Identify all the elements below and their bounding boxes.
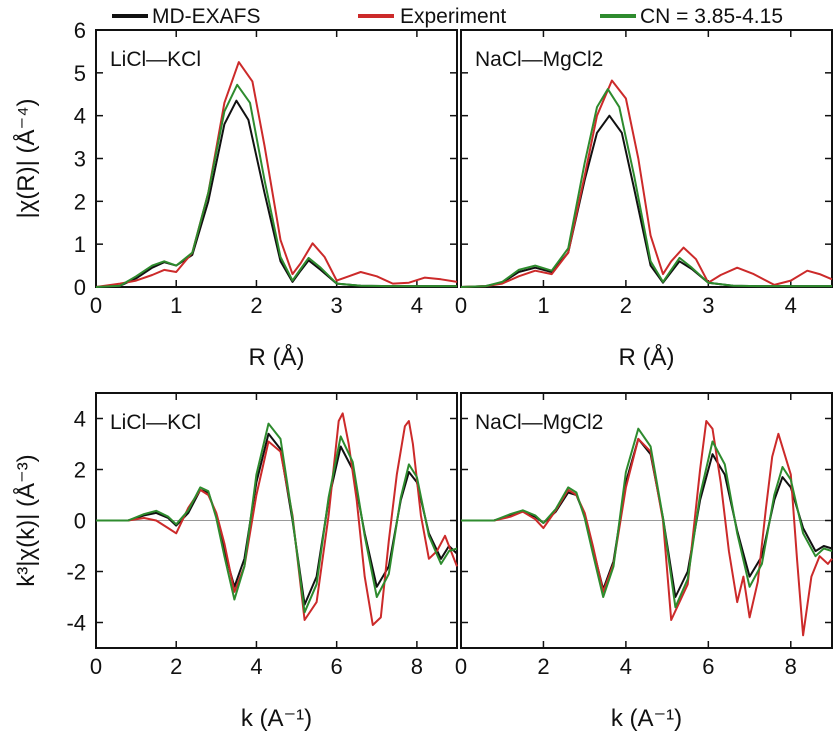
series-line-cn — [96, 422, 458, 614]
legend-label-md: MD-EXAFS — [152, 5, 261, 28]
x-tick-label: 2 — [537, 654, 549, 679]
series-line-md-exafs — [460, 114, 832, 288]
series-line-md-exafs — [95, 99, 457, 288]
x-tick-label: 1 — [170, 293, 182, 318]
y-tick-label: 4 — [74, 104, 86, 129]
panel-1: 0 1 2 3 4 0 1 2 3 4 5 6 LiCl—KCl R (Å) |χ(R)| (Å⁻⁴) — [12, 18, 458, 371]
x-tick-label: 8 — [785, 654, 797, 679]
y-tick-label: -4 — [66, 611, 86, 636]
series-line-experiment — [461, 420, 833, 637]
x-tick-label: 0 — [90, 293, 102, 318]
x-tick-label: 2 — [250, 293, 262, 318]
x-tick-label: 0 — [455, 654, 467, 679]
x-tick-label: 6 — [331, 654, 343, 679]
panel-label: NaCl—MgCl2 — [475, 411, 603, 434]
x-axis-title: R (Å) — [619, 343, 675, 371]
y-tick-label: 4 — [74, 407, 86, 432]
panel-label: LiCl—KCl — [110, 411, 201, 434]
x-tick-label: 8 — [411, 654, 423, 679]
y-tick-label: 0 — [74, 509, 86, 534]
x-tick-label: 4 — [620, 654, 632, 679]
y-tick-label: 0 — [74, 275, 86, 300]
panels: 0 1 2 3 4 0 1 2 3 4 5 6 LiCl—KCl R (Å) |χ(R)| (Å⁻⁴) 0 1 2… — [12, 18, 833, 732]
x-tick-label: 3 — [331, 293, 343, 318]
series-line-cn — [95, 83, 457, 288]
y-tick-label: 2 — [74, 458, 86, 483]
x-tick-label: 0 — [90, 654, 102, 679]
series-line-md-exafs — [461, 437, 833, 598]
y-tick-label: 3 — [74, 147, 86, 172]
legend-label-exp: Experiment — [400, 5, 506, 28]
panel-2: 0 1 2 3 4 NaCl—MgCl2 R (Å) — [455, 29, 833, 371]
x-tick-label: 0 — [455, 293, 467, 318]
x-tick-label: 2 — [620, 293, 632, 318]
x-tick-label: 4 — [411, 293, 423, 318]
legend: MD-EXAFS Experiment CN = 3.85-4.15 — [112, 5, 783, 28]
x-tick-label: 4 — [785, 293, 797, 318]
y-axis-title: k³|χ(k)| (Å⁻³) — [12, 454, 40, 586]
y-tick-label: 1 — [74, 232, 86, 257]
series-line-cn — [461, 427, 833, 609]
panel-4: 0 2 4 6 8 NaCl—MgCl2 k (A⁻¹) — [455, 392, 833, 732]
x-axis-title: k (A⁻¹) — [241, 705, 312, 732]
y-axis-title: |χ(R)| (Å⁻⁴) — [12, 98, 40, 218]
panel-label: NaCl—MgCl2 — [475, 48, 603, 71]
x-tick-label: 2 — [170, 654, 182, 679]
x-tick-label: 6 — [702, 654, 714, 679]
series-line-experiment — [95, 61, 458, 288]
series-line-cn — [460, 88, 832, 288]
panel-3: 0 2 4 6 8 -4 -2 0 2 4 LiCl—KCl k (A⁻¹) k³|χ(k)| (Å⁻³… — [12, 392, 458, 732]
panel-label: LiCl—KCl — [110, 48, 201, 71]
x-tick-label: 4 — [250, 654, 262, 679]
series-line-experiment — [460, 79, 833, 288]
y-tick-label: 6 — [74, 18, 86, 43]
x-tick-label: 1 — [537, 293, 549, 318]
y-tick-label: 2 — [74, 189, 86, 214]
legend-label-cn: CN = 3.85-4.15 — [640, 5, 783, 28]
y-tick-label: -2 — [66, 560, 86, 585]
y-tick-label: 5 — [74, 61, 86, 86]
x-tick-label: 3 — [702, 293, 714, 318]
x-axis-title: R (Å) — [249, 343, 305, 371]
x-axis-title: k (A⁻¹) — [611, 705, 682, 732]
